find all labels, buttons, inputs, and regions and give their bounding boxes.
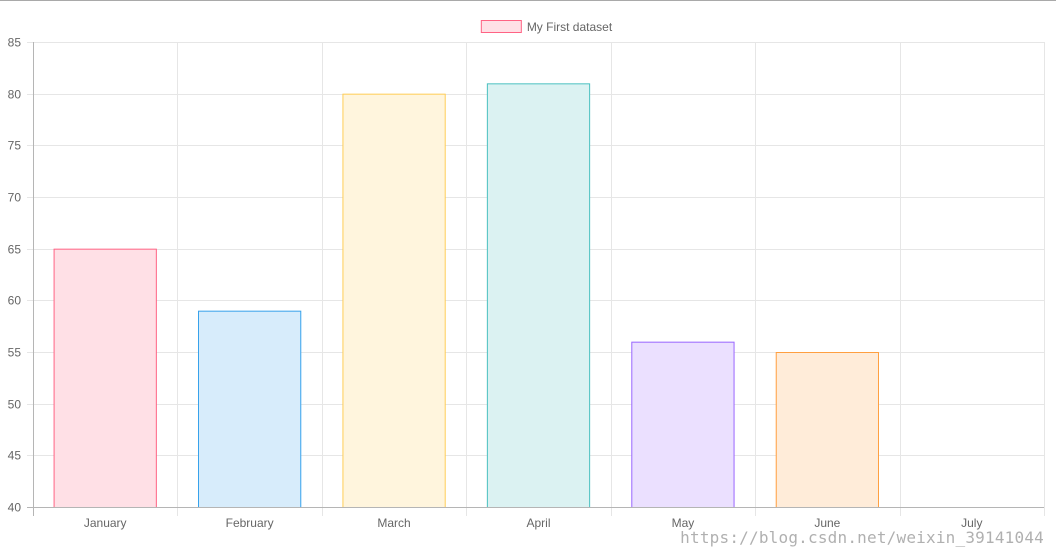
y-tick-label: 75 [8, 139, 22, 153]
legend[interactable]: My First dataset [480, 20, 613, 34]
x-tick-label: January [84, 516, 127, 530]
x-tick-label: March [377, 516, 410, 530]
x-tick-label: May [672, 516, 695, 530]
y-tick-label: 80 [8, 88, 22, 102]
legend-swatch[interactable] [480, 20, 522, 33]
watermark-text: https://blog.csdn.net/weixin_39141044 [680, 528, 1044, 547]
bars [53, 83, 879, 509]
x-tick-label: July [961, 516, 982, 530]
x-tick-label: February [226, 516, 274, 530]
legend-label[interactable]: My First dataset [527, 20, 613, 34]
y-tick-label: 70 [8, 191, 22, 205]
y-tick-label: 85 [8, 36, 22, 50]
y-tick-label: 55 [8, 346, 22, 360]
x-tick-label: April [526, 516, 550, 530]
bar [198, 310, 302, 508]
y-tick-label: 50 [8, 398, 22, 412]
bar [631, 341, 735, 508]
y-tick-label: 45 [8, 449, 22, 463]
y-tick-label: 60 [8, 294, 22, 308]
bar [486, 83, 591, 508]
bar [775, 352, 879, 508]
x-tick-label: June [814, 516, 840, 530]
y-axis: 85 80 75 70 65 60 55 50 45 40 [8, 36, 34, 516]
bar [342, 93, 446, 509]
x-axis: January February March April May June July [27, 507, 1044, 530]
bar [53, 248, 157, 509]
y-tick-label: 65 [8, 243, 22, 257]
y-tick-label: 40 [8, 501, 22, 515]
top-divider [0, 0, 1056, 1]
